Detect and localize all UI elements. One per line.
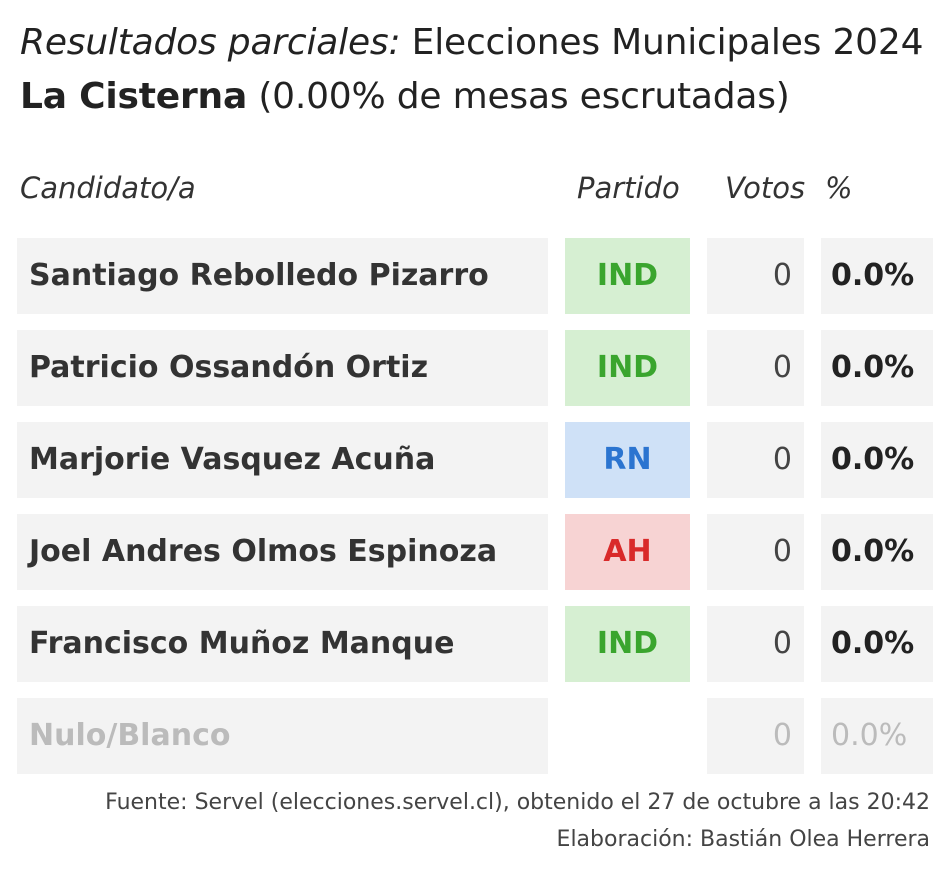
candidate-cell: Joel Andres Olmos Espinoza: [17, 514, 548, 590]
pct-value: 0.0%: [831, 258, 915, 293]
column-header-party: Partido: [577, 171, 680, 205]
candidate-name: Patricio Ossandón Ortiz: [29, 350, 429, 385]
table-row: Marjorie Vasquez Acuña RN 0 0.0%: [0, 422, 950, 498]
votes-value: 0: [772, 534, 792, 569]
title-prefix: Resultados parciales:: [20, 22, 401, 63]
table-row-null-blank: Nulo/Blanco 0 0.0%: [0, 698, 950, 774]
votes-cell: 0: [707, 514, 804, 590]
comuna-name: La Cisterna: [20, 76, 248, 117]
candidate-cell: Francisco Muñoz Manque: [17, 606, 548, 682]
pct-value: 0.0%: [831, 442, 915, 477]
column-header-pct: %: [825, 171, 853, 205]
candidate-cell: Santiago Rebolledo Pizarro: [17, 238, 548, 314]
party-empty-cell: [565, 698, 690, 774]
votes-value: 0: [772, 258, 792, 293]
candidate-cell: Patricio Ossandón Ortiz: [17, 330, 548, 406]
party-badge: RN: [565, 422, 690, 498]
candidate-name: Francisco Muñoz Manque: [29, 626, 455, 661]
page-title: Resultados parciales: Elecciones Municip…: [20, 16, 940, 70]
party-badge: IND: [565, 330, 690, 406]
table-row: Santiago Rebolledo Pizarro IND 0 0.0%: [0, 238, 950, 314]
source-note: Fuente: Servel (elecciones.servel.cl), o…: [105, 790, 930, 815]
party-label: IND: [596, 350, 659, 385]
pct-cell: 0.0%: [821, 330, 933, 406]
pct-cell: 0.0%: [821, 238, 933, 314]
table-row: Patricio Ossandón Ortiz IND 0 0.0%: [0, 330, 950, 406]
title-main: Elecciones Municipales 2024: [411, 22, 924, 63]
credit-note: Elaboración: Bastián Olea Herrera: [556, 827, 930, 852]
candidate-cell: Marjorie Vasquez Acuña: [17, 422, 548, 498]
votes-value: 0: [772, 718, 792, 753]
pct-cell: 0.0%: [821, 698, 933, 774]
pct-value: 0.0%: [831, 534, 915, 569]
pct-value: 0.0%: [831, 718, 908, 753]
votes-cell: 0: [707, 698, 804, 774]
votes-value: 0: [772, 626, 792, 661]
table-row: Joel Andres Olmos Espinoza AH 0 0.0%: [0, 514, 950, 590]
party-label: IND: [596, 626, 659, 661]
party-badge: IND: [565, 238, 690, 314]
candidate-cell: Nulo/Blanco: [17, 698, 548, 774]
pct-cell: 0.0%: [821, 514, 933, 590]
candidate-name: Marjorie Vasquez Acuña: [29, 442, 436, 477]
votes-value: 0: [772, 442, 792, 477]
candidate-name: Joel Andres Olmos Espinoza: [29, 534, 498, 569]
party-label: AH: [603, 534, 652, 569]
votes-cell: 0: [707, 238, 804, 314]
candidate-name: Santiago Rebolledo Pizarro: [29, 258, 489, 293]
candidate-name: Nulo/Blanco: [29, 718, 231, 753]
scrutiny-status: (0.00% de mesas escrutadas): [258, 76, 790, 117]
column-header-votes: Votos: [725, 171, 806, 205]
party-label: RN: [603, 442, 652, 477]
votes-cell: 0: [707, 422, 804, 498]
pct-value: 0.0%: [831, 626, 915, 661]
votes-cell: 0: [707, 606, 804, 682]
party-label: IND: [596, 258, 659, 293]
page-subtitle: La Cisterna (0.00% de mesas escrutadas): [20, 70, 940, 124]
table-row: Francisco Muñoz Manque IND 0 0.0%: [0, 606, 950, 682]
pct-cell: 0.0%: [821, 422, 933, 498]
votes-cell: 0: [707, 330, 804, 406]
party-badge: IND: [565, 606, 690, 682]
party-badge: AH: [565, 514, 690, 590]
pct-value: 0.0%: [831, 350, 915, 385]
votes-value: 0: [772, 350, 792, 385]
pct-cell: 0.0%: [821, 606, 933, 682]
column-header-candidate: Candidato/a: [20, 171, 196, 205]
